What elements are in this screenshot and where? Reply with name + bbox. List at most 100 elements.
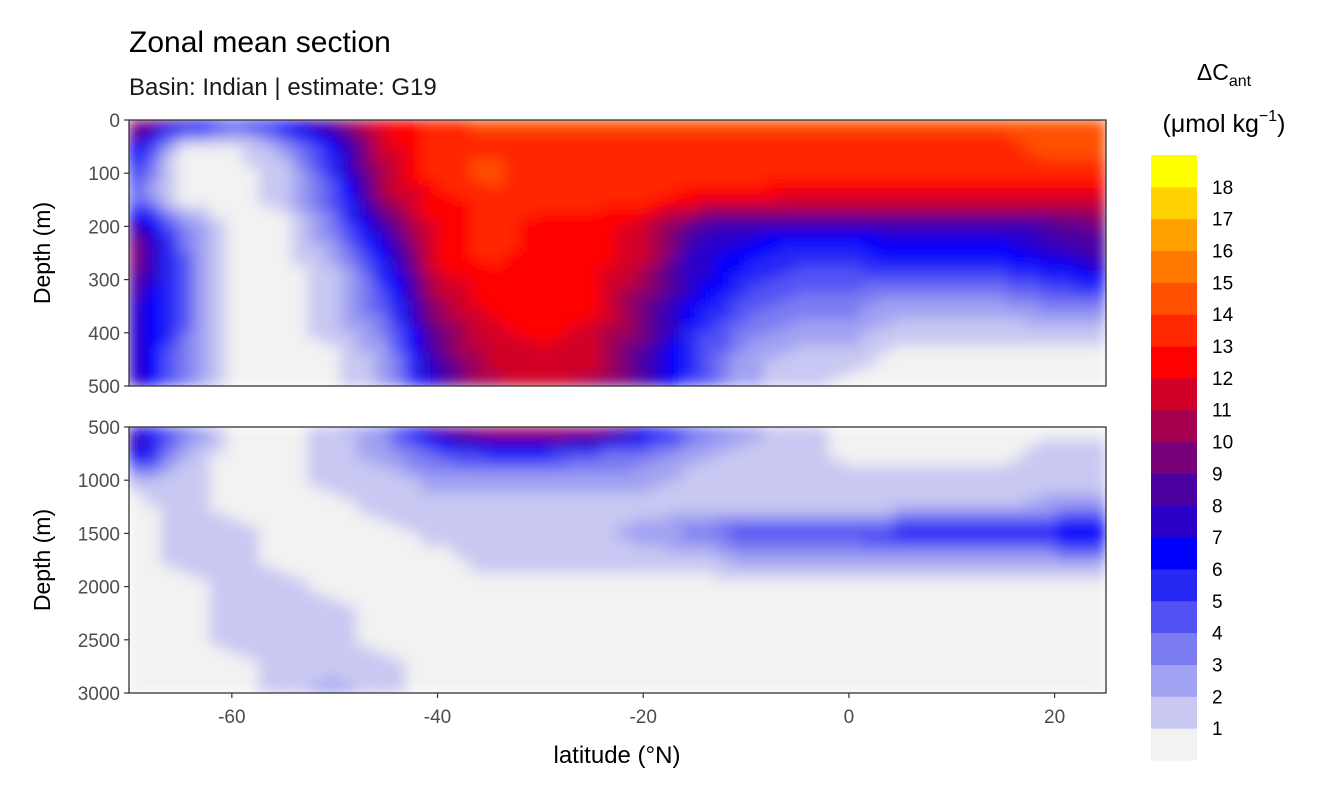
heatmap-cell bbox=[421, 572, 439, 581]
heatmap-cell bbox=[1089, 272, 1106, 281]
heatmap-cell bbox=[258, 552, 277, 561]
heatmap-cell bbox=[861, 352, 879, 360]
y-tick-label: 2000 bbox=[78, 578, 120, 599]
heatmap-cell bbox=[600, 185, 619, 194]
heatmap-cell bbox=[1007, 338, 1026, 347]
heatmap-cell bbox=[519, 499, 537, 508]
heatmap-cell bbox=[844, 239, 863, 247]
heatmap-cell bbox=[747, 427, 765, 435]
heatmap-cell bbox=[796, 679, 814, 687]
heatmap-cell bbox=[926, 219, 944, 227]
heatmap-cell bbox=[1040, 645, 1058, 654]
heatmap-cell bbox=[926, 472, 944, 481]
heatmap-cell bbox=[1089, 519, 1106, 528]
heatmap-cell bbox=[926, 212, 944, 221]
heatmap-cell bbox=[486, 552, 505, 561]
heatmap-cell bbox=[323, 279, 342, 287]
heatmap-cell bbox=[144, 579, 163, 588]
heatmap-cell bbox=[356, 539, 374, 548]
heatmap-cell bbox=[551, 259, 570, 267]
heatmap-cell bbox=[877, 126, 895, 134]
heatmap-cell bbox=[307, 225, 325, 234]
heatmap-cell bbox=[1089, 139, 1106, 148]
heatmap-cell bbox=[910, 446, 928, 455]
heatmap-cell bbox=[942, 172, 961, 181]
heatmap-cell bbox=[1089, 612, 1106, 621]
heatmap-cell bbox=[812, 539, 830, 548]
heatmap-cell bbox=[1040, 146, 1058, 154]
heatmap-cell bbox=[568, 205, 586, 214]
heatmap-cell bbox=[942, 586, 961, 594]
heatmap-cell bbox=[747, 179, 765, 188]
heatmap-cell bbox=[958, 499, 977, 508]
heatmap-cell bbox=[942, 139, 961, 148]
heatmap-cell bbox=[1007, 532, 1026, 541]
heatmap-cell bbox=[258, 132, 277, 141]
heatmap-cell bbox=[193, 605, 212, 614]
heatmap-cell bbox=[926, 546, 944, 554]
heatmap-cell bbox=[372, 252, 391, 261]
heatmap-cell bbox=[405, 632, 423, 641]
heatmap-cell bbox=[1040, 139, 1058, 148]
heatmap-cell bbox=[633, 652, 651, 661]
heatmap-cell bbox=[144, 472, 163, 481]
heatmap-cell bbox=[616, 146, 635, 154]
heatmap-cell bbox=[682, 332, 700, 341]
heatmap-cell bbox=[747, 252, 765, 261]
heatmap-cell bbox=[568, 120, 586, 128]
heatmap-cell bbox=[551, 318, 570, 327]
heatmap-cell bbox=[340, 279, 358, 287]
heatmap-cell bbox=[470, 126, 488, 134]
heatmap-cell bbox=[209, 332, 228, 341]
heatmap-cell bbox=[942, 165, 961, 174]
heatmap-cell bbox=[470, 453, 488, 461]
heatmap-cell bbox=[910, 219, 928, 227]
heatmap-cell bbox=[226, 519, 244, 528]
heatmap-cell bbox=[910, 179, 928, 188]
heatmap-cell bbox=[470, 365, 488, 374]
heatmap-cell bbox=[274, 259, 293, 267]
heatmap-cell bbox=[519, 566, 537, 574]
heatmap-cell bbox=[991, 245, 1009, 254]
heatmap-cell bbox=[1072, 219, 1091, 227]
heatmap-cell bbox=[910, 139, 928, 148]
heatmap-cell bbox=[991, 672, 1009, 681]
heatmap-cell bbox=[486, 532, 505, 541]
heatmap-cell bbox=[209, 259, 228, 267]
heatmap-cell bbox=[274, 479, 293, 488]
heatmap-cell bbox=[926, 559, 944, 568]
heatmap-cell bbox=[437, 459, 456, 468]
heatmap-cell bbox=[747, 679, 765, 687]
heatmap-cell bbox=[893, 292, 912, 301]
heatmap-cell bbox=[1040, 199, 1058, 208]
heatmap-cell bbox=[910, 292, 928, 301]
heatmap-cell bbox=[877, 586, 895, 594]
heatmap-cell bbox=[421, 552, 439, 561]
heatmap-cell bbox=[209, 479, 228, 488]
heatmap-cell bbox=[1023, 625, 1042, 634]
heatmap-cell bbox=[454, 453, 472, 461]
heatmap-cell bbox=[975, 466, 993, 475]
heatmap-cell bbox=[828, 599, 847, 608]
heatmap-cell bbox=[388, 672, 407, 681]
heatmap-cell bbox=[486, 192, 505, 201]
legend-swatch bbox=[1151, 155, 1197, 188]
heatmap-cell bbox=[372, 486, 391, 495]
heatmap-cell bbox=[975, 659, 993, 667]
heatmap-cell bbox=[958, 225, 977, 234]
heatmap-cell bbox=[258, 332, 277, 341]
heatmap-cell bbox=[616, 619, 635, 628]
heatmap-cell bbox=[1040, 265, 1058, 274]
heatmap-cell bbox=[844, 486, 863, 495]
heatmap-cell bbox=[372, 427, 391, 435]
heatmap-cell bbox=[1040, 665, 1058, 674]
heatmap-cell bbox=[991, 272, 1009, 281]
heatmap-cell bbox=[226, 212, 244, 221]
heatmap-cell bbox=[209, 512, 228, 521]
heatmap-cell bbox=[486, 292, 505, 301]
heatmap-cell bbox=[861, 292, 879, 301]
heatmap-cell bbox=[519, 345, 537, 354]
heatmap-cell bbox=[486, 120, 505, 128]
heatmap-cell bbox=[1007, 272, 1026, 281]
heatmap-cell bbox=[1056, 665, 1075, 674]
